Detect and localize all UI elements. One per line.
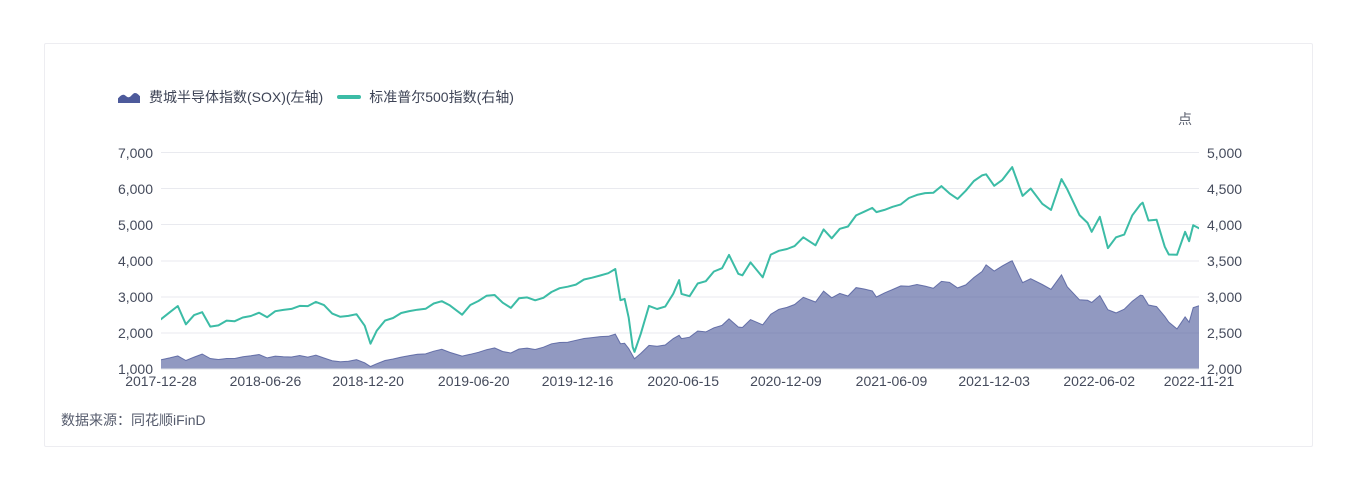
sox-area-series <box>161 260 1199 369</box>
sp500-line-series <box>161 166 1199 353</box>
x-axis-tick: 2020-06-15 <box>647 373 719 389</box>
y-right-tick: 4,500 <box>1207 180 1243 197</box>
y-left-tick: 4,000 <box>117 252 153 269</box>
y-right-tick: 3,000 <box>1207 288 1243 305</box>
y-right-tick: 3,500 <box>1207 252 1243 269</box>
legend-label-sox: 费城半导体指数(SOX)(左轴) <box>149 89 324 105</box>
data-source-label: 数据来源：同花顺iFinD <box>61 412 206 428</box>
x-axis-tick: 2017-12-28 <box>125 373 197 389</box>
legend-item-sp500[interactable]: 标准普尔500指数(右轴) <box>337 89 514 105</box>
x-axis-tick: 2018-12-20 <box>332 373 404 389</box>
right-axis-unit-label: 点 <box>1178 111 1192 127</box>
chart-legend: 费城半导体指数(SOX)(左轴) 标准普尔500指数(右轴) <box>117 89 514 105</box>
x-axis-tick: 2022-06-02 <box>1063 373 1136 389</box>
x-axis-tick: 2019-12-16 <box>541 373 614 389</box>
y-left-tick: 6,000 <box>117 180 153 197</box>
sox-area-outline <box>161 260 1199 368</box>
legend-item-sox[interactable]: 费城半导体指数(SOX)(左轴) <box>117 89 323 105</box>
line-swatch-icon <box>337 95 362 99</box>
y-right-tick: 2,500 <box>1207 324 1243 341</box>
x-axis-tick: 2018-06-26 <box>229 373 302 389</box>
y-left-tick: 7,000 <box>117 144 153 161</box>
y-left-tick: 5,000 <box>117 216 153 233</box>
x-axis-tick: 2020-12-09 <box>750 373 822 389</box>
x-axis-tick: 2022-11-21 <box>1163 373 1235 389</box>
y-left-tick: 1,000 <box>117 361 153 377</box>
legend-label-sp500: 标准普尔500指数(右轴) <box>369 89 514 105</box>
area-swatch-icon <box>117 90 141 104</box>
x-axis-tick: 2021-06-09 <box>855 373 928 389</box>
y-left-tick: 2,000 <box>117 324 153 341</box>
x-axis-tick: 2021-12-03 <box>958 373 1030 389</box>
y-right-tick: 4,000 <box>1207 216 1243 233</box>
y-right-tick: 2,000 <box>1207 361 1243 377</box>
y-left-tick: 3,000 <box>117 288 153 305</box>
y-right-tick: 5,000 <box>1207 144 1243 161</box>
chart-card: 费城半导体指数(SOX)(左轴) 标准普尔500指数(右轴) 点 1,000 2,… <box>44 43 1313 447</box>
x-axis-tick: 2019-06-20 <box>437 373 510 389</box>
plot-area[interactable] <box>161 144 1199 372</box>
